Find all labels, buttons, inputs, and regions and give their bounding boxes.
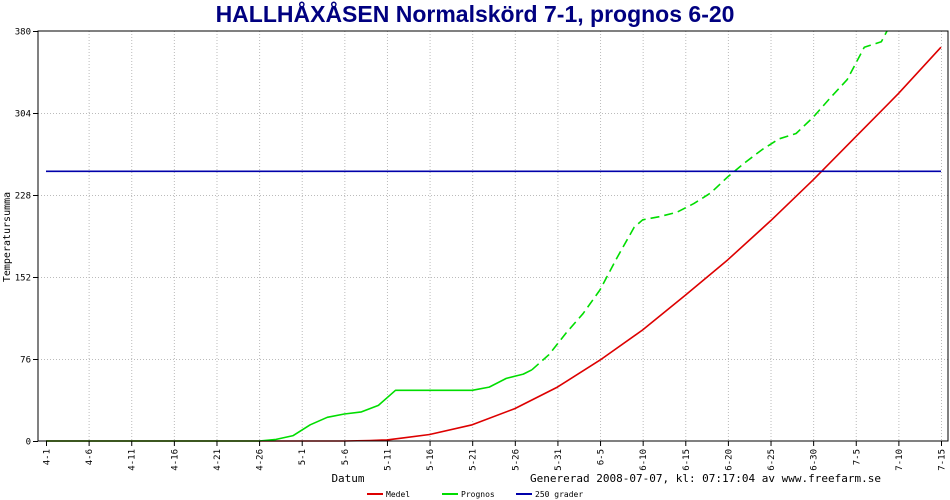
x-tick-label: 7-10	[895, 449, 905, 471]
x-tick-label: 6-15	[682, 449, 692, 471]
legend-label: 250 grader	[535, 490, 583, 499]
x-tick-label: 6-20	[724, 449, 734, 471]
chart-title: HALLHÅXÅSEN Normalskörd 7-1, prognos 6-2…	[215, 1, 735, 27]
x-axis-label: Datum	[331, 472, 364, 485]
legend-label: Prognos	[461, 490, 495, 499]
series-line-prognos	[531, 31, 888, 371]
y-tick-label: 228	[15, 192, 31, 202]
x-tick-label: 5-26	[511, 449, 521, 471]
x-tick-label: 6-25	[767, 449, 777, 471]
axes: 0 76 152 228 304 380 4-1 4-6 4-11 4-16 4-21 4-26 5-1…	[15, 28, 949, 471]
y-tick-label: 152	[15, 274, 31, 284]
legend-label: Medel	[386, 490, 410, 499]
y-tick-label: 304	[15, 110, 31, 120]
x-tick-label: 6-5	[597, 449, 607, 465]
x-tick-label: 5-11	[383, 449, 393, 471]
x-tick-label: 4-16	[170, 449, 180, 471]
series-line-prognos	[46, 369, 533, 442]
x-tick-label: 7-5	[852, 449, 862, 465]
x-tick-label: 5-6	[341, 449, 351, 465]
x-tick-label: 4-26	[256, 449, 266, 471]
x-tick-label: 5-21	[469, 449, 479, 471]
y-axis-label: Temperatursumma	[2, 192, 13, 282]
x-tick-label: 7-15	[938, 449, 948, 471]
series-line-medel	[46, 46, 942, 442]
legend: Medel Prognos 250 grader	[367, 490, 583, 499]
x-tick-label: 5-16	[426, 449, 436, 471]
y-tick-label: 0	[26, 438, 31, 448]
x-tick-label: 4-21	[213, 449, 223, 471]
x-tick-label: 5-1	[298, 449, 308, 465]
y-tick-label: 76	[20, 356, 31, 366]
x-tick-label: 4-11	[128, 449, 138, 471]
x-tick-label: 4-6	[85, 449, 95, 465]
generated-footer: Genererad 2008-07-07, kl: 07:17:04 av ww…	[530, 472, 881, 485]
x-tick-label: 6-30	[810, 449, 820, 471]
plot-frame	[37, 30, 949, 442]
y-tick-label: 380	[15, 28, 31, 38]
series-layer	[46, 31, 942, 442]
x-tick-label: 5-31	[554, 449, 564, 471]
x-tick-label: 4-1	[43, 449, 53, 465]
grid-lines	[38, 31, 948, 441]
x-tick-label: 6-10	[639, 449, 649, 471]
